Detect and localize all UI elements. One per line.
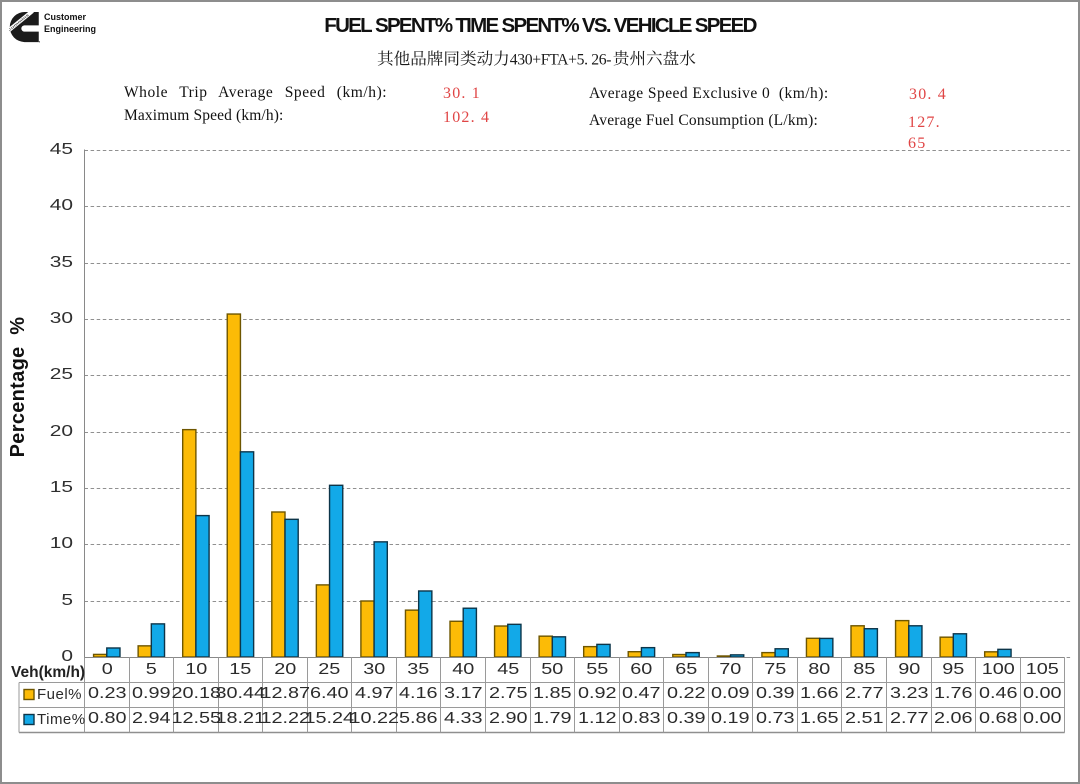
svg-text:430+FTA+5. 26-: 430+FTA+5. 26- [510, 51, 611, 68]
